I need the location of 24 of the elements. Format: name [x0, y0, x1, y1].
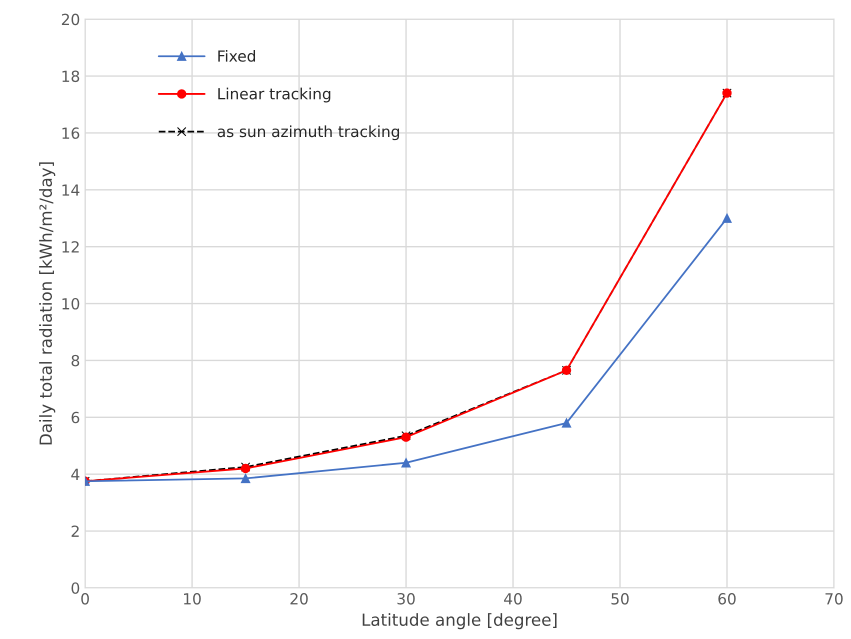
x-tick-label: 70 — [826, 593, 843, 605]
x-axis-title: Latitude angle [degree] — [362, 613, 557, 630]
y-tick-label: 20 — [62, 14, 80, 26]
y-axis-title: Daily total radiation [kWh/m²/day] — [39, 162, 56, 444]
x-tick-label: 60 — [718, 593, 736, 605]
x-tick-label: 50 — [611, 593, 629, 605]
legend-label: Linear tracking — [218, 88, 330, 102]
y-tick-label: 0 — [72, 582, 80, 594]
x-tick-label: 20 — [290, 593, 308, 605]
y-tick-label: 16 — [62, 127, 80, 139]
y-tick-label: 14 — [62, 184, 80, 196]
x-tick-label: 10 — [184, 593, 201, 605]
legend-label: as sun azimuth tracking — [218, 125, 400, 140]
x-tick-label: 40 — [504, 593, 522, 605]
x-tick-label: 0 — [81, 593, 89, 605]
y-tick-label: 2 — [72, 525, 79, 537]
legend-label: Fixed — [218, 50, 256, 62]
y-tick-label: 10 — [62, 298, 80, 310]
y-tick-label: 4 — [71, 468, 80, 480]
y-tick-label: 12 — [62, 241, 79, 252]
y-tick-label: 18 — [62, 70, 80, 82]
y-tick-label: 8 — [72, 354, 80, 366]
y-tick-label: 6 — [72, 412, 80, 424]
x-tick-label: 30 — [397, 593, 415, 605]
